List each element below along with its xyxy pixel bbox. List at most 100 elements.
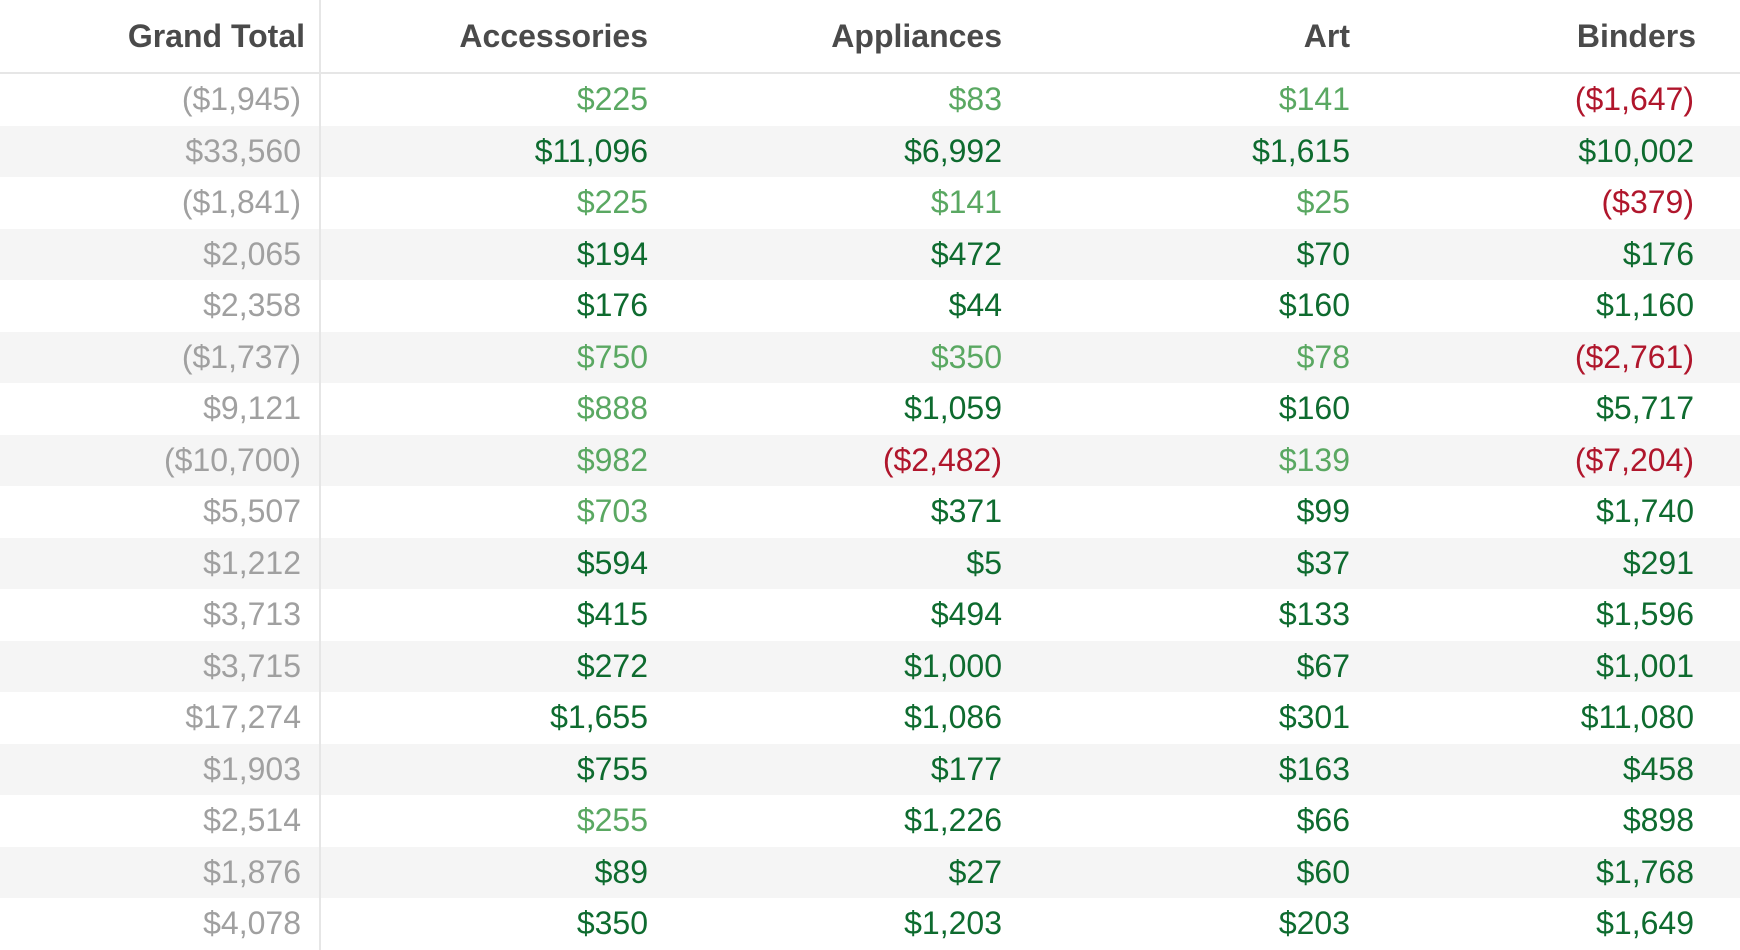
cell-grand-total[interactable]: $2,065: [0, 228, 321, 280]
cell-appliances[interactable]: $1,086: [904, 699, 1002, 736]
crosstab-body: ($1,945) $225 $83 $141 ($1,647) $33,560 $11,09…: [0, 73, 1740, 950]
cell-art[interactable]: $66: [1296, 802, 1350, 839]
table-row: $1,903 $755 $177 $163 $458: [0, 743, 1740, 795]
cell-art[interactable]: $78: [1004, 331, 1352, 383]
cell-appliances[interactable]: $1,226: [904, 802, 1002, 839]
cell-art[interactable]: $160: [1278, 390, 1350, 427]
cell-binders[interactable]: $1,649: [1596, 905, 1694, 942]
cell-binders[interactable]: $898: [1622, 802, 1694, 839]
cell-accessories[interactable]: $255: [576, 802, 648, 839]
table-row: $1,876 $89 $27 $60 $1,768: [0, 846, 1740, 898]
cell-art[interactable]: $139: [1004, 434, 1352, 486]
cell-binders[interactable]: $1,768: [1352, 846, 1740, 898]
cell-grand-total[interactable]: $1,876: [0, 846, 321, 898]
cell-accessories[interactable]: $11,096: [320, 125, 656, 177]
cell-art[interactable]: $70: [1004, 228, 1352, 280]
cell-binders[interactable]: $10,002: [1352, 125, 1740, 177]
cell-appliances[interactable]: $371: [930, 493, 1002, 530]
cell-grand-total[interactable]: $9,121: [0, 383, 321, 435]
table-row: $2,514 $255 $1,226 $66 $898: [0, 795, 1740, 847]
cell-appliances[interactable]: ($2,482): [656, 434, 1004, 486]
cell-art[interactable]: $133: [1278, 596, 1350, 633]
cell-accessories[interactable]: $89: [320, 846, 656, 898]
cell-grand-total[interactable]: $4,078: [0, 898, 321, 950]
cell-art[interactable]: $99: [1296, 493, 1350, 530]
cell-accessories[interactable]: $415: [576, 596, 648, 633]
cell-appliances[interactable]: $44: [948, 287, 1002, 324]
table-row: $3,715 $272 $1,000 $67 $1,001: [0, 640, 1740, 692]
table-row: $1,212 $594 $5 $37 $291: [0, 537, 1740, 589]
cell-appliances[interactable]: $5: [656, 537, 1004, 589]
cell-binders[interactable]: ($7,204): [1352, 434, 1740, 486]
column-header-appliances[interactable]: Appliances: [656, 0, 1004, 74]
cell-appliances[interactable]: $494: [930, 596, 1002, 633]
cell-art[interactable]: $37: [1004, 537, 1352, 589]
cell-grand-total[interactable]: ($10,700): [0, 434, 321, 486]
cell-binders[interactable]: $1,001: [1352, 640, 1740, 692]
cell-accessories[interactable]: $272: [320, 640, 656, 692]
cell-art[interactable]: $301: [1278, 699, 1350, 736]
cell-binders[interactable]: $291: [1352, 537, 1740, 589]
cell-appliances[interactable]: $1,203: [904, 905, 1002, 942]
cell-binders[interactable]: ($1,647): [1574, 81, 1694, 118]
cell-accessories[interactable]: $1,655: [550, 699, 648, 736]
cell-grand-total[interactable]: $2,514: [0, 795, 321, 847]
cell-grand-total[interactable]: $1,212: [0, 537, 321, 589]
cell-art[interactable]: $163: [1004, 743, 1352, 795]
cell-accessories[interactable]: $888: [576, 390, 648, 427]
cell-grand-total[interactable]: ($1,737): [0, 331, 321, 383]
cell-binders[interactable]: $176: [1352, 228, 1740, 280]
cell-grand-total[interactable]: $2,358: [0, 280, 321, 332]
cell-appliances[interactable]: $83: [948, 81, 1002, 118]
cell-accessories[interactable]: $982: [320, 434, 656, 486]
table-row: $3,713 $415 $494 $133 $1,596: [0, 589, 1740, 641]
cell-appliances[interactable]: $1,000: [656, 640, 1004, 692]
cell-binders[interactable]: $1,740: [1596, 493, 1694, 530]
cell-art[interactable]: $60: [1004, 846, 1352, 898]
cell-accessories[interactable]: $350: [576, 905, 648, 942]
cell-binders[interactable]: $11,080: [1580, 699, 1694, 736]
column-header-binders[interactable]: Binders: [1352, 0, 1740, 74]
cell-appliances[interactable]: $6,992: [656, 125, 1004, 177]
cell-grand-total[interactable]: $3,713: [0, 589, 321, 641]
column-header-art[interactable]: Art: [1004, 0, 1352, 74]
cell-binders[interactable]: ($379): [1601, 184, 1695, 221]
cell-appliances[interactable]: $177: [656, 743, 1004, 795]
cell-grand-total[interactable]: $1,903: [0, 743, 321, 795]
cell-appliances[interactable]: $1,059: [904, 390, 1002, 427]
cell-accessories[interactable]: $703: [576, 493, 648, 530]
cell-appliances[interactable]: $141: [930, 184, 1002, 221]
table-row: ($1,945) $225 $83 $141 ($1,647): [0, 73, 1740, 126]
cell-accessories[interactable]: $750: [320, 331, 656, 383]
cell-grand-total[interactable]: ($1,841): [0, 177, 321, 229]
cell-grand-total[interactable]: $3,715: [0, 640, 321, 692]
cell-art[interactable]: $1,615: [1004, 125, 1352, 177]
cell-art[interactable]: $25: [1296, 184, 1350, 221]
column-header-grand-total[interactable]: Grand Total: [0, 0, 321, 74]
cell-grand-total[interactable]: $33,560: [0, 125, 321, 177]
cell-accessories[interactable]: $194: [320, 228, 656, 280]
cell-accessories[interactable]: $755: [320, 743, 656, 795]
column-header-accessories[interactable]: Accessories: [320, 0, 656, 74]
cell-appliances[interactable]: $27: [656, 846, 1004, 898]
cell-grand-total[interactable]: $5,507: [0, 486, 321, 538]
cell-grand-total[interactable]: ($1,945): [0, 73, 321, 126]
table-row: $9,121 $888 $1,059 $160 $5,717: [0, 383, 1740, 435]
cell-accessories[interactable]: $225: [576, 184, 648, 221]
cell-binders[interactable]: ($2,761): [1352, 331, 1740, 383]
cell-art[interactable]: $141: [1278, 81, 1350, 118]
cell-binders[interactable]: $5,717: [1596, 390, 1694, 427]
cell-art[interactable]: $160: [1278, 287, 1350, 324]
cell-art[interactable]: $203: [1278, 905, 1350, 942]
table-row: $4,078 $350 $1,203 $203 $1,649: [0, 898, 1740, 950]
cell-binders[interactable]: $458: [1352, 743, 1740, 795]
cell-accessories[interactable]: $594: [320, 537, 656, 589]
cell-appliances[interactable]: $472: [656, 228, 1004, 280]
cell-binders[interactable]: $1,160: [1596, 287, 1694, 324]
cell-accessories[interactable]: $176: [576, 287, 648, 324]
cell-binders[interactable]: $1,596: [1596, 596, 1694, 633]
cell-accessories[interactable]: $225: [576, 81, 648, 118]
cell-art[interactable]: $67: [1004, 640, 1352, 692]
cell-appliances[interactable]: $350: [656, 331, 1004, 383]
cell-grand-total[interactable]: $17,274: [0, 692, 321, 744]
